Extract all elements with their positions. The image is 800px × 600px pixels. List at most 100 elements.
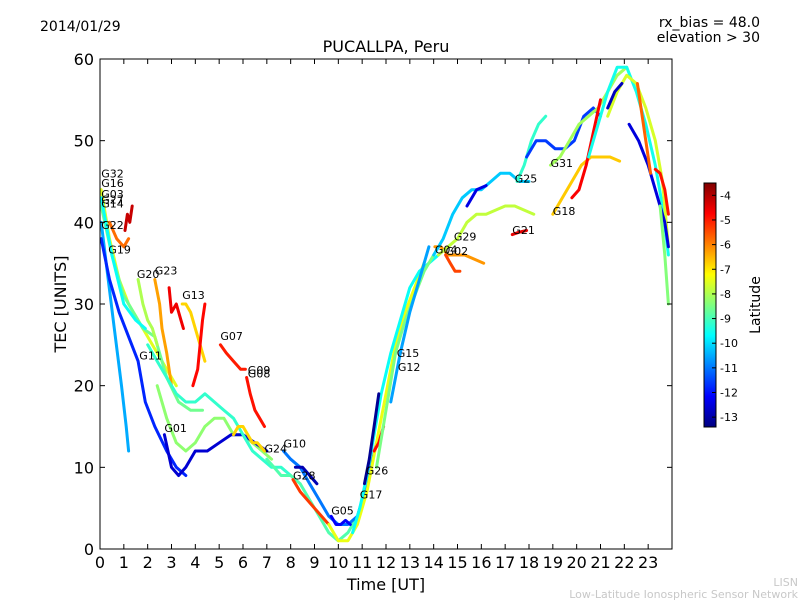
tec-series-30 xyxy=(444,253,462,273)
satellite-label: G16 xyxy=(101,177,124,190)
x-tick-label: 7 xyxy=(262,553,272,572)
rx-bias-label: rx_bias = 48.0 xyxy=(659,15,760,31)
tec-series-13 xyxy=(162,433,269,477)
tec-series-17 xyxy=(232,425,266,453)
x-tick-label: 6 xyxy=(238,553,248,572)
tec-series-7 xyxy=(136,278,159,347)
satellite-label: G28 xyxy=(293,470,316,483)
y-tick-label: 30 xyxy=(74,295,94,314)
satellite-label: G15 xyxy=(397,347,420,360)
satellite-label: G17 xyxy=(360,488,383,501)
colorbar-tick-label: -8 xyxy=(720,288,731,301)
tec-series-4 xyxy=(99,196,147,330)
satellite-label: G05 xyxy=(331,505,354,518)
tec-series-9 xyxy=(167,286,185,330)
x-axis-label: Time [UT] xyxy=(346,575,425,594)
tec-series-20 xyxy=(293,465,319,486)
y-tick-label: 10 xyxy=(74,458,94,477)
satellite-label: G07 xyxy=(220,330,243,343)
x-tick-label: 3 xyxy=(166,553,176,572)
tec-series-19 xyxy=(282,441,378,526)
satellite-label: G08 xyxy=(248,368,271,381)
x-tick-label: 10 xyxy=(328,553,348,572)
x-tick-label: 0 xyxy=(95,553,105,572)
tec-series-28 xyxy=(389,245,431,404)
satellite-label: G22 xyxy=(101,219,124,232)
tec-series-43 xyxy=(627,122,670,249)
credit-short: LISN xyxy=(773,576,798,589)
satellite-label: G13 xyxy=(182,289,205,302)
x-tick-label: 9 xyxy=(309,553,319,572)
y-axis-label: TEC [UNITS] xyxy=(51,256,70,354)
date-label: 2014/01/29 xyxy=(40,19,121,35)
tec-series-45 xyxy=(653,167,670,216)
y-tick-label: 50 xyxy=(74,132,94,151)
x-axis: 0 1 2 3 4 5 6 7 8 9 10 11 12 13 14 15 16 17 18 19 20 21 22 23 xyxy=(95,59,658,572)
x-tick-label: 1 xyxy=(119,553,129,572)
tec-series-23 xyxy=(327,261,426,543)
tec-series-5 xyxy=(108,220,131,249)
tec-series-35 xyxy=(515,114,548,183)
x-tick-label: 19 xyxy=(543,553,563,572)
colorbar-ticks: -4 -5 -6 -7 -8 -9 -10 -11 -12 -13 xyxy=(712,189,738,424)
y-tick-label: 40 xyxy=(74,213,94,232)
colorbar-tick-label: -11 xyxy=(720,362,738,375)
tec-series-27 xyxy=(375,253,436,469)
x-tick-label: 15 xyxy=(447,553,467,572)
x-tick-label: 17 xyxy=(495,553,515,572)
colorbar-tick-label: -9 xyxy=(720,313,731,326)
colorbar-label: Latitude xyxy=(748,276,764,334)
x-tick-label: 23 xyxy=(638,553,658,572)
satellite-labels: G32G16G03G27G14G22G19G20G23G13G11G07G09G… xyxy=(101,157,575,518)
colorbar xyxy=(703,182,717,428)
satellite-label: G31 xyxy=(551,157,574,170)
tec-series-31 xyxy=(432,171,531,257)
satellite-label: G20 xyxy=(137,268,160,281)
tec-series-46 xyxy=(658,204,670,306)
colorbar-tick-label: -12 xyxy=(720,386,738,399)
tec-series-21 xyxy=(291,478,331,526)
satellite-label: G27 xyxy=(101,194,124,207)
chart-title: PUCALLPA, Peru xyxy=(323,37,450,56)
tec-series-44 xyxy=(635,82,653,175)
elevation-label: elevation > 30 xyxy=(657,30,760,46)
colorbar-tick-label: -13 xyxy=(720,411,738,424)
tec-series-15 xyxy=(218,343,247,371)
satellite-label: G03 xyxy=(101,188,124,201)
satellite-label: G29 xyxy=(454,230,477,243)
x-tick-label: 22 xyxy=(614,553,634,572)
satellite-label: G24 xyxy=(265,443,288,456)
tec-series-42 xyxy=(606,82,624,110)
satellite-label: G23 xyxy=(155,265,178,278)
tec-series-3 xyxy=(99,237,188,477)
tec-series-6 xyxy=(123,204,134,232)
x-tick-label: 5 xyxy=(214,553,224,572)
tec-series-39 xyxy=(570,98,602,200)
y-tick-label: 0 xyxy=(84,540,94,559)
colorbar-tick-label: -10 xyxy=(720,337,738,350)
tec-series-32 xyxy=(436,204,536,257)
satellite-label: G02 xyxy=(446,245,469,258)
satellite-label: G26 xyxy=(366,465,389,478)
tec-series-8 xyxy=(153,278,173,388)
satellite-label: G14 xyxy=(101,198,124,211)
y-axis: 0 10 20 30 40 50 60 xyxy=(74,50,672,559)
tec-series-14 xyxy=(146,343,293,477)
x-tick-label: 20 xyxy=(566,553,586,572)
satellite-label: G10 xyxy=(284,438,307,451)
colorbar-tick-label: -4 xyxy=(720,189,731,202)
satellite-label: G09 xyxy=(248,364,271,377)
satellite-label: G19 xyxy=(108,243,131,256)
tec-series-11 xyxy=(191,302,207,388)
colorbar-tick-label: -7 xyxy=(720,263,731,276)
satellite-label: G18 xyxy=(553,205,576,218)
x-tick-label: 8 xyxy=(286,553,296,572)
x-tick-label: 18 xyxy=(519,553,539,572)
x-tick-label: 2 xyxy=(143,553,153,572)
series-layer xyxy=(99,65,670,543)
tec-series-33 xyxy=(465,184,488,208)
y-tick-label: 20 xyxy=(74,377,94,396)
tec-series-37 xyxy=(549,65,629,167)
tec-series-18 xyxy=(265,457,359,543)
